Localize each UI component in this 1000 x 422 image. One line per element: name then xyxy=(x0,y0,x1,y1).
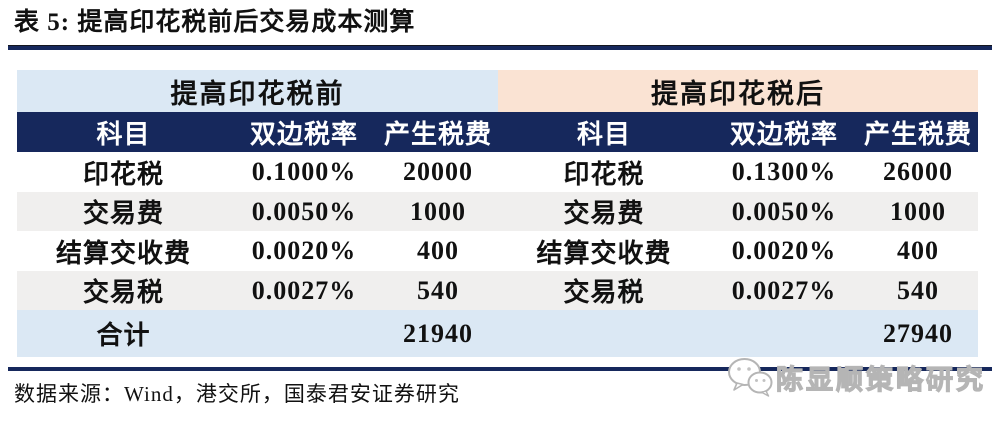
before-row2-amount: 1000 xyxy=(378,192,498,231)
after-total-label xyxy=(498,310,710,357)
before-row4-amount: 540 xyxy=(378,271,498,310)
bottom-rule xyxy=(8,367,992,371)
page-footer: 数据来源：Wind，港交所，国泰君安证券研究 陈显顺策略研究 xyxy=(0,358,1000,407)
source-note: 数据来源：Wind，港交所，国泰君安证券研究 xyxy=(14,382,460,406)
col-header-before-subject: 科目 xyxy=(17,112,230,152)
col-header-before-amount: 产生税费 xyxy=(378,112,498,152)
title-rule xyxy=(8,45,992,50)
before-total-rate xyxy=(230,310,378,357)
before-total-label: 合计 xyxy=(17,310,230,357)
watermark: 陈显顺策略研究 xyxy=(727,356,986,398)
before-row2-subject: 交易费 xyxy=(17,192,230,231)
col-header-after-rate: 双边税率 xyxy=(710,112,858,152)
after-total-amount: 27940 xyxy=(858,310,978,357)
after-row4-subject: 交易税 xyxy=(498,271,710,310)
before-total-amount: 21940 xyxy=(378,310,498,357)
before-row4-subject: 交易税 xyxy=(17,271,230,310)
after-row3-rate: 0.0020% xyxy=(731,236,837,265)
before-row1-amount: 20000 xyxy=(403,157,473,186)
wechat-icon xyxy=(728,358,773,397)
after-row1-subject: 印花税 xyxy=(563,159,645,189)
after-row3-amount: 400 xyxy=(897,236,939,265)
after-row2-rate: 0.0050% xyxy=(710,192,858,231)
after-row3-subject: 结算交收费 xyxy=(536,238,672,268)
before-row1-rate: 0.1000% xyxy=(251,157,357,186)
section-header-after: 提高印花税后 xyxy=(498,70,978,112)
before-row2-rate: 0.0050% xyxy=(230,192,378,231)
before-row3-amount: 400 xyxy=(417,236,459,265)
before-row4-rate: 0.0027% xyxy=(230,271,378,310)
after-row4-rate: 0.0027% xyxy=(710,271,858,310)
before-row1-subject: 印花税 xyxy=(82,159,164,189)
col-header-before-rate: 双边税率 xyxy=(230,112,378,152)
after-total-rate xyxy=(710,310,858,357)
watermark-text: 陈显顺策略研究 xyxy=(775,364,986,395)
after-row2-subject: 交易费 xyxy=(498,192,710,231)
section-header-before: 提高印花税前 xyxy=(17,70,498,112)
before-row3-subject: 结算交收费 xyxy=(55,238,191,268)
after-row4-amount: 540 xyxy=(858,271,978,310)
cost-table: 提高印花税前 提高印花税后 科目 双边税率 产生税费 科目 双边税率 产生税费 … xyxy=(17,70,978,357)
col-header-after-subject: 科目 xyxy=(498,112,710,152)
page-title: 表 5: 提高印花税前后交易成本测算 xyxy=(14,9,416,36)
after-row2-amount: 1000 xyxy=(858,192,978,231)
after-row1-rate: 0.1300% xyxy=(731,157,837,186)
after-row1-amount: 26000 xyxy=(883,157,953,186)
col-header-after-amount: 产生税费 xyxy=(858,112,978,152)
before-row3-rate: 0.0020% xyxy=(251,236,357,265)
